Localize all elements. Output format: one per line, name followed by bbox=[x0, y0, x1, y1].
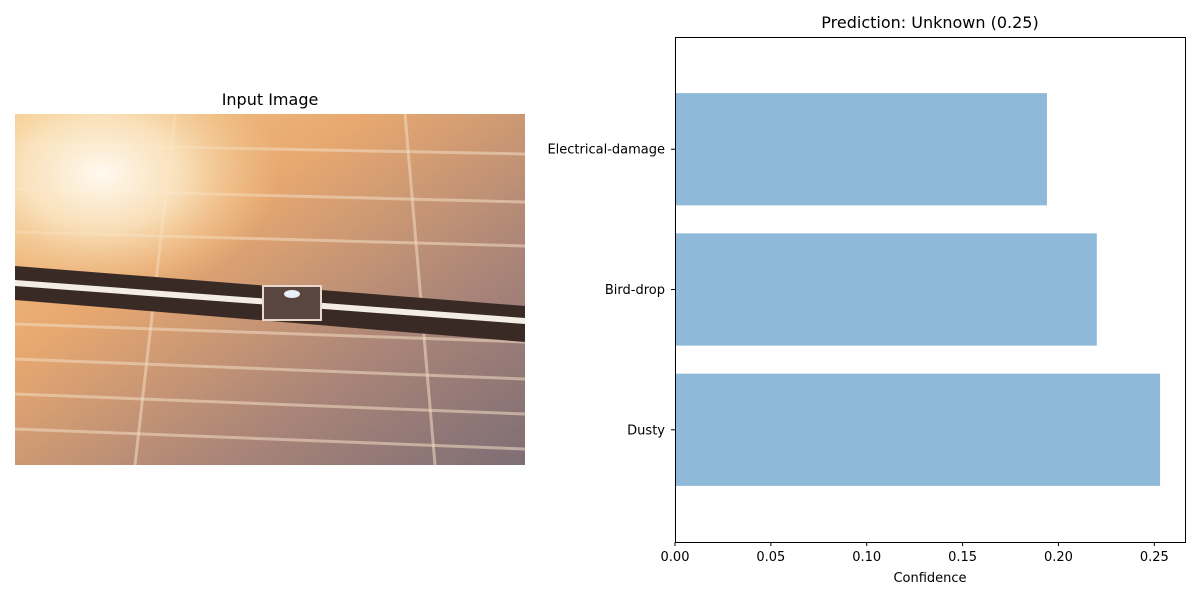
y-tick-label: Dusty bbox=[627, 423, 665, 438]
x-tick-label: 0.25 bbox=[1140, 550, 1169, 565]
bar-electrical-damage bbox=[675, 93, 1047, 206]
x-tick-label: 0.05 bbox=[756, 550, 785, 565]
x-axis-label: Confidence bbox=[893, 571, 966, 586]
x-tick-label: 0.00 bbox=[661, 550, 690, 565]
y-tick-label: Bird-drop bbox=[605, 283, 665, 298]
bar-dusty bbox=[675, 373, 1161, 486]
input-image-title: Input Image bbox=[221, 90, 319, 109]
y-tick-label: Electrical-damage bbox=[547, 143, 665, 158]
chart-title: Prediction: Unknown (0.25) bbox=[821, 13, 1039, 32]
x-tick-label: 0.20 bbox=[1044, 550, 1073, 565]
x-tick-label: 0.15 bbox=[948, 550, 977, 565]
plot-frame bbox=[675, 37, 1186, 543]
x-tick-label: 0.10 bbox=[852, 550, 881, 565]
solar-panel-photo-icon bbox=[15, 114, 525, 465]
bar-bird-drop bbox=[675, 233, 1097, 346]
